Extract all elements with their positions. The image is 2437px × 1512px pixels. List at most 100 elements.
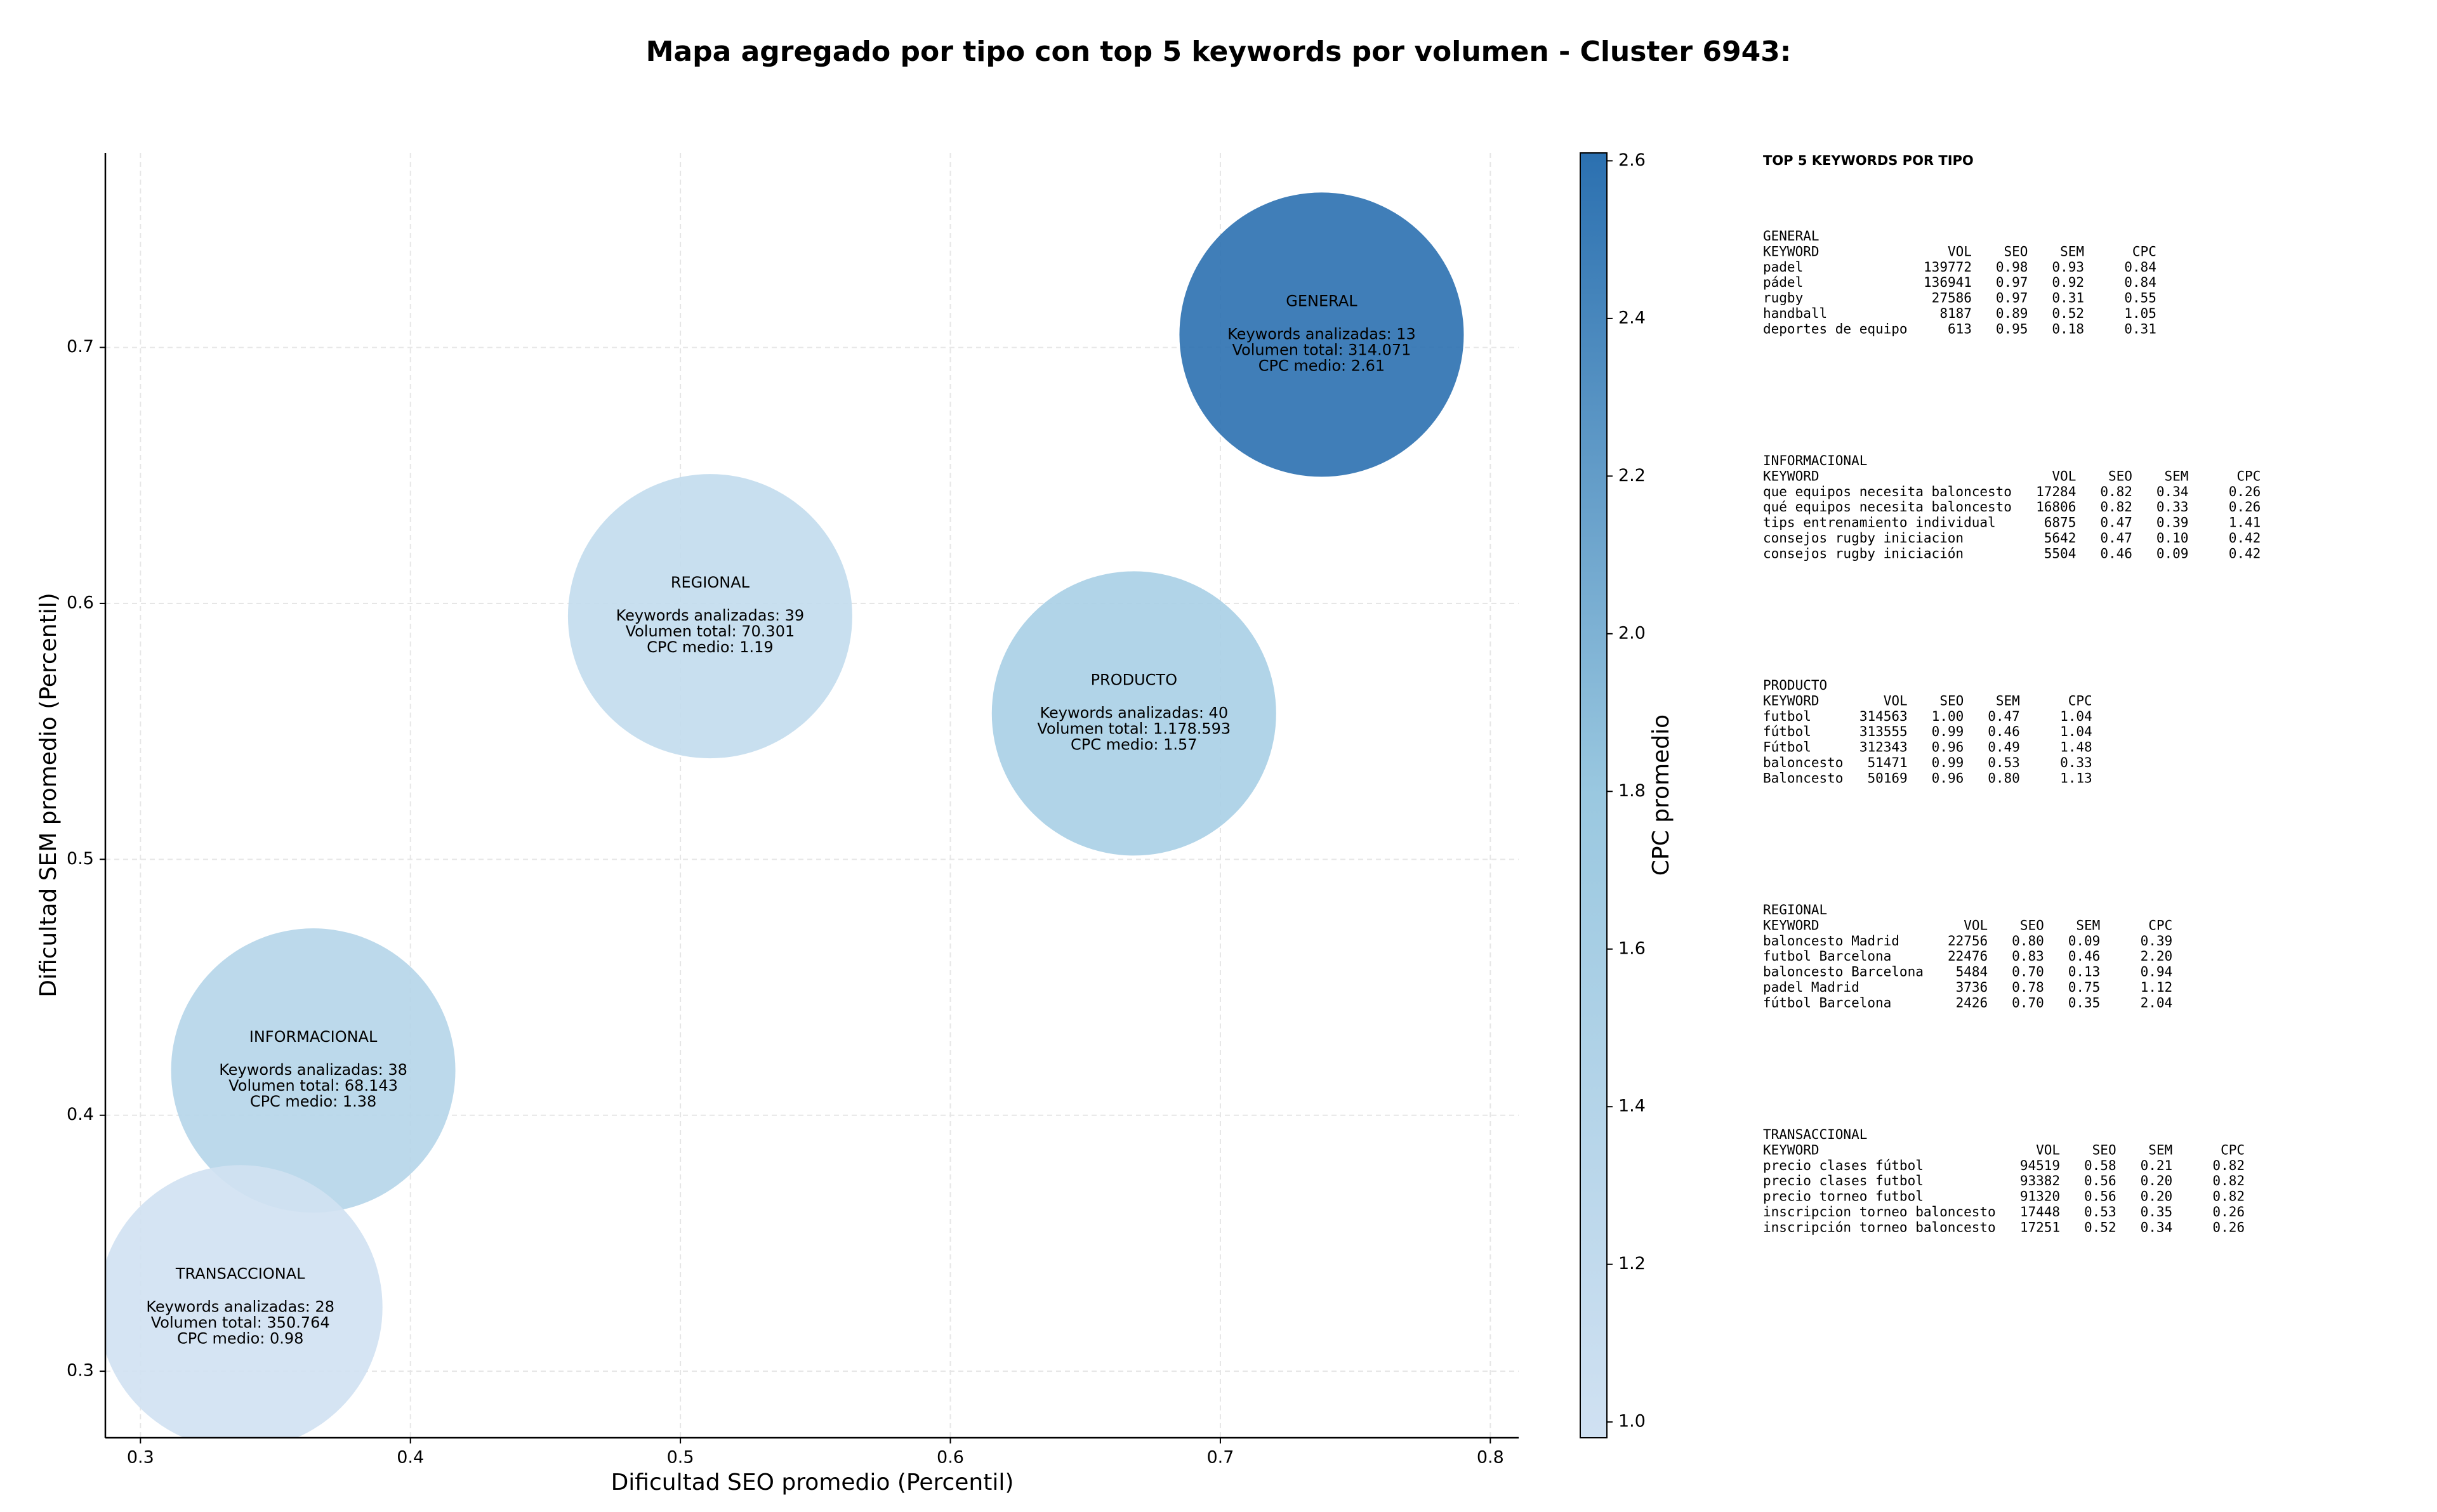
table-header: KEYWORD	[1763, 693, 1819, 708]
table-cell: 0.96	[1932, 740, 1964, 755]
table-cell: 0.82	[2100, 484, 2132, 499]
table-cell: 0.46	[2100, 546, 2132, 561]
chart-title: Mapa agregado por tipo con top 5 keyword…	[646, 36, 1792, 68]
table-cell: 0.96	[1932, 770, 1964, 786]
table-cell: 0.26	[2212, 1219, 2245, 1235]
table-cell: 1.12	[2141, 980, 2173, 995]
table-cell: 0.33	[2156, 499, 2189, 515]
table-header: SEO	[2004, 244, 2028, 259]
table-cell: handball	[1763, 306, 1827, 321]
y-tick-label: 0.5	[67, 849, 94, 869]
table-cell: baloncesto Barcelona	[1763, 964, 1924, 980]
table-cell: fútbol Barcelona	[1763, 995, 1891, 1010]
table-cell: 8187	[1939, 306, 1972, 321]
bubble-label: Volumen total: 68.143	[228, 1077, 398, 1095]
table-cell: 0.58	[2084, 1158, 2117, 1173]
table-cell: 0.82	[2100, 499, 2132, 515]
section-name: TRANSACCIONAL	[1763, 1127, 1867, 1142]
table-cell: 1.04	[2060, 724, 2092, 739]
section-name: INFORMACIONAL	[1763, 453, 1867, 468]
section-name: PRODUCTO	[1763, 678, 1827, 693]
bubble-name: GENERAL	[1286, 292, 1357, 310]
table-cell: 0.82	[2212, 1158, 2245, 1173]
bubble-label: CPC medio: 2.61	[1258, 357, 1385, 374]
colorbar-tick-label: 1.6	[1618, 938, 1646, 958]
section-name: REGIONAL	[1763, 902, 1827, 917]
table-cell: 2426	[1956, 995, 1988, 1010]
table-cell: 0.10	[2156, 530, 2189, 546]
table-cell: pádel	[1763, 275, 1803, 290]
table-cell: Baloncesto	[1763, 770, 1843, 786]
table-header: SEM	[1996, 693, 2020, 708]
colorbar-tick-label: 1.4	[1618, 1096, 1646, 1116]
table-cell: 0.33	[2060, 755, 2092, 770]
table-header: SEM	[2165, 468, 2189, 483]
table-cell: 0.89	[1996, 306, 2028, 321]
table-cell: 0.78	[2012, 980, 2044, 995]
table-cell: 0.70	[2012, 964, 2044, 980]
table-cell: 0.47	[2100, 515, 2132, 530]
table-cell: 2.04	[2141, 995, 2173, 1010]
table-cell: 0.20	[2141, 1189, 2173, 1204]
table-header: VOL	[1948, 244, 1972, 259]
table-cell: 0.26	[2229, 484, 2261, 499]
bubble-label: Keywords analizadas: 39	[616, 607, 805, 624]
plot-area: GENERAL Keywords analizadas: 13 Volumen to…	[105, 192, 1464, 1438]
table-cell: 0.84	[2124, 260, 2156, 275]
table-cell: 0.46	[2068, 949, 2101, 964]
bubble-label: CPC medio: 1.19	[647, 638, 774, 656]
table-cell: 1.41	[2229, 515, 2261, 530]
table-header: SEO	[2108, 468, 2132, 483]
table-cell: 0.20	[2141, 1173, 2173, 1188]
table-cell: baloncesto Madrid	[1763, 933, 1899, 949]
table-header: CPC	[2221, 1142, 2245, 1157]
table-cell: 0.34	[2141, 1219, 2173, 1235]
table-cell: padel	[1763, 260, 1803, 275]
y-tick-label: 0.6	[67, 593, 94, 612]
bubble-label: Keywords analizadas: 28	[146, 1298, 334, 1315]
table-cell: 0.46	[1988, 724, 2020, 739]
table-cell: 314563	[1859, 709, 1908, 724]
table-cell: 0.52	[2084, 1219, 2117, 1235]
table-cell: 94519	[2020, 1158, 2060, 1173]
table-header: SEM	[2076, 917, 2100, 933]
y-tick-label: 0.7	[67, 337, 94, 357]
table-cell: 0.56	[2084, 1189, 2117, 1204]
x-tick-label: 0.8	[1477, 1448, 1504, 1468]
x-tick-label: 0.5	[667, 1448, 694, 1468]
bubble-label: Keywords analizadas: 13	[1227, 325, 1416, 343]
table-header: KEYWORD	[1763, 917, 1819, 933]
bubble-name: PRODUCTO	[1091, 671, 1177, 688]
table-cell: 1.13	[2060, 770, 2092, 786]
table-header: VOL	[2052, 468, 2076, 483]
table-cell: 313555	[1859, 724, 1908, 739]
table-cell: 0.47	[1988, 709, 2020, 724]
table-cell: 91320	[2020, 1189, 2060, 1204]
table-cell: 0.31	[2124, 321, 2156, 336]
table-cell: 0.82	[2212, 1173, 2245, 1188]
table-cell: 17284	[2036, 484, 2076, 499]
x-axis-label: Dificultad SEO promedio (Percentil)	[611, 1469, 1014, 1496]
table-cell: 0.97	[1996, 291, 2028, 306]
table-header: SEO	[2092, 1142, 2117, 1157]
table-cell: precio clases fútbol	[1763, 1158, 1924, 1173]
table-cell: consejos rugby iniciacion	[1763, 530, 1964, 546]
table-cell: 0.35	[2068, 995, 2101, 1010]
colorbar-tick-label: 2.6	[1618, 150, 1646, 170]
bubble-name: TRANSACCIONAL	[175, 1265, 305, 1282]
x-tick-label: 0.3	[127, 1448, 154, 1468]
bubble-label: CPC medio: 1.57	[1071, 735, 1198, 753]
table-cell: 613	[1948, 321, 1972, 336]
table-cell: 17251	[2020, 1219, 2060, 1235]
colorbar-tick-label: 1.2	[1618, 1254, 1646, 1273]
x-tick-label: 0.4	[397, 1448, 424, 1468]
table-cell: 6875	[2044, 515, 2077, 530]
y-tick-label: 0.3	[67, 1361, 94, 1381]
table-cell: 1.00	[1932, 709, 1964, 724]
table-cell: 0.09	[2156, 546, 2189, 561]
table-cell: 50169	[1867, 770, 1907, 786]
table-cell: 2.20	[2141, 949, 2173, 964]
table-cell: precio clases futbol	[1763, 1173, 1924, 1188]
y-tick-label: 0.4	[67, 1105, 94, 1124]
table-cell: precio torneo futbol	[1763, 1189, 1924, 1204]
